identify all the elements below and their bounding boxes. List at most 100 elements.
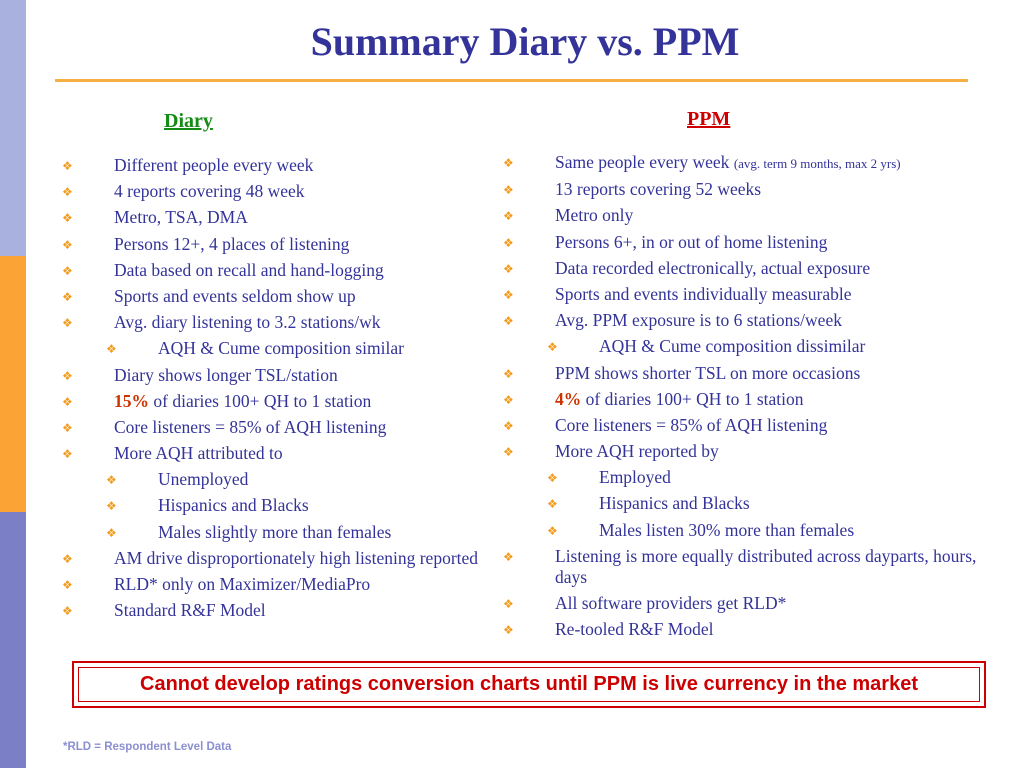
title-underline-rule	[55, 79, 968, 82]
list-item: ❖ Re-tooled R&F Model	[503, 619, 983, 640]
list-item: ❖ Metro only	[503, 205, 983, 226]
list-item-text: All software providers get RLD*	[555, 593, 787, 613]
list-item-text: 13 reports covering 52 weeks	[555, 179, 762, 200]
diamond-bullet-icon: ❖	[62, 289, 73, 304]
diamond-bullet-icon: ❖	[106, 473, 117, 488]
diamond-bullet-icon: ❖	[503, 287, 514, 302]
list-item-text: Avg. PPM exposure is to 6 stations/week	[555, 310, 842, 331]
diamond-bullet-icon: ❖	[62, 394, 73, 409]
list-item-text: Re-tooled R&F Model	[555, 619, 714, 640]
diamond-bullet-icon: ❖	[62, 185, 73, 200]
diamond-bullet-icon: ❖	[503, 235, 514, 250]
list-item: ❖ Core listeners = 85% of AQH listening	[503, 415, 983, 436]
list-item-text: Core listeners = 85% of AQH listening	[114, 416, 387, 437]
side-decoration-bar-middle	[0, 256, 26, 512]
sub-list-item: ❖ AQH & Cume composition dissimilar	[503, 336, 983, 357]
highlight-percent: 4%	[555, 388, 582, 409]
ppm-column-heading: PPM	[687, 108, 731, 130]
diamond-bullet-icon: ❖	[106, 499, 117, 514]
list-item-text: Hispanics and Blacks	[158, 495, 309, 516]
list-item: ❖ 4% of diaries 100+ QH to 1 station	[503, 389, 983, 410]
list-item: ❖ Standard R&F Model	[62, 600, 502, 621]
list-item-text: More AQH attributed to	[114, 443, 283, 464]
list-item-note: (avg. term 9 months, max 2 yrs)	[733, 156, 901, 171]
list-item: ❖ Sports and events individually measurab…	[503, 284, 983, 305]
diary-bullet-list: ❖ Different people every week ❖ 4 reports c…	[62, 155, 502, 626]
list-item: ❖ Data based on recall and hand-logging	[62, 260, 502, 281]
list-item: ❖ More AQH reported by	[503, 441, 983, 462]
sub-list-item: ❖ Males slightly more than females	[62, 522, 502, 543]
diamond-bullet-icon: ❖	[503, 549, 514, 564]
list-item: ❖ AM drive disproportionately high listen…	[62, 548, 502, 569]
list-item-text: Avg. diary listening to 3.2 stations/wk	[114, 312, 381, 333]
list-item-text: Metro only	[555, 205, 634, 226]
diamond-bullet-icon: ❖	[106, 525, 117, 540]
highlight-percent: 15%	[114, 390, 149, 411]
list-item-text: Different people every week	[114, 155, 314, 175]
list-item-text: More AQH reported by	[555, 441, 719, 462]
sub-list-item: ❖ Hispanics and Blacks	[62, 495, 502, 516]
list-item-text: Core listeners = 85% of AQH listening	[555, 414, 828, 435]
list-item-text: Listening is more equally distributed ac…	[555, 545, 977, 587]
list-item-text: Data based on recall and hand-logging	[114, 259, 384, 280]
list-item-text: AQH & Cume composition dissimilar	[599, 336, 866, 357]
diamond-bullet-icon: ❖	[503, 445, 514, 460]
list-item: ❖ Persons 12+, 4 places of listening	[62, 234, 502, 255]
list-item-text: RLD* only on Maximizer/MediaPro	[114, 574, 371, 594]
diamond-bullet-icon: ❖	[503, 418, 514, 433]
diamond-bullet-icon: ❖	[547, 497, 558, 512]
list-item-text: Diary shows longer TSL/station	[114, 364, 338, 385]
conclusion-banner-text: Cannot develop ratings conversion charts…	[78, 667, 980, 702]
diamond-bullet-icon: ❖	[503, 623, 514, 638]
sub-list-item: ❖ Hispanics and Blacks	[503, 493, 983, 514]
diamond-bullet-icon: ❖	[503, 156, 514, 170]
diamond-bullet-icon: ❖	[62, 551, 73, 566]
sub-list-item: ❖ Males listen 30% more than females	[503, 520, 983, 541]
list-item: ❖ Same people every week (avg. term 9 mon…	[503, 152, 983, 174]
ppm-bullet-list: ❖ Same people every week (avg. term 9 mon…	[503, 152, 983, 645]
list-item-text: AQH & Cume composition similar	[158, 338, 404, 359]
footnote: *RLD = Respondent Level Data	[63, 741, 232, 753]
list-item-text: of diaries 100+ QH to 1 station	[581, 388, 804, 409]
sub-list-item: ❖ AQH & Cume composition similar	[62, 338, 502, 359]
list-item: ❖ Avg. PPM exposure is to 6 stations/week	[503, 310, 983, 331]
diamond-bullet-icon: ❖	[62, 263, 73, 278]
list-item: ❖ All software providers get RLD*	[503, 593, 983, 614]
diamond-bullet-icon: ❖	[62, 420, 73, 435]
diamond-bullet-icon: ❖	[106, 342, 117, 357]
list-item-text: of diaries 100+ QH to 1 station	[149, 390, 372, 411]
diamond-bullet-icon: ❖	[62, 447, 73, 462]
list-item-text: Same people every week	[555, 152, 734, 172]
diamond-bullet-icon: ❖	[62, 604, 73, 619]
list-item-text: AM drive disproportionately high listeni…	[114, 547, 479, 568]
sub-list-item: ❖ Unemployed	[62, 469, 502, 490]
list-item: ❖ Diary shows longer TSL/station	[62, 365, 502, 386]
list-item-text: Males listen 30% more than females	[599, 519, 855, 540]
list-item-text: Hispanics and Blacks	[599, 493, 750, 514]
diamond-bullet-icon: ❖	[62, 368, 73, 383]
diamond-bullet-icon: ❖	[547, 471, 558, 486]
list-item-text: Metro, TSA, DMA	[114, 207, 248, 228]
list-item-text: Persons 12+, 4 places of listening	[114, 233, 350, 254]
side-decoration-bar-top	[0, 0, 26, 256]
list-item: ❖ 13 reports covering 52 weeks	[503, 179, 983, 200]
diamond-bullet-icon: ❖	[503, 209, 514, 224]
list-item: ❖ More AQH attributed to	[62, 443, 502, 464]
list-item: ❖ Persons 6+, in or out of home listening	[503, 232, 983, 253]
diamond-bullet-icon: ❖	[62, 316, 73, 331]
list-item-text: Data recorded electronically, actual exp…	[555, 257, 871, 278]
list-item: ❖ PPM shows shorter TSL on more occasions	[503, 363, 983, 384]
list-item-text: Males slightly more than females	[158, 521, 392, 542]
list-item-text: Persons 6+, in or out of home listening	[555, 231, 828, 252]
list-item: ❖ 15% of diaries 100+ QH to 1 station	[62, 391, 502, 412]
side-decoration-bar-bottom	[0, 512, 26, 768]
list-item-text: Unemployed	[158, 469, 249, 490]
list-item-text: 4 reports covering 48 week	[114, 181, 305, 202]
list-item: ❖ Sports and events seldom show up	[62, 286, 502, 307]
list-item-text: Sports and events seldom show up	[114, 285, 356, 306]
diamond-bullet-icon: ❖	[503, 183, 514, 198]
sub-list-item: ❖ Employed	[503, 467, 983, 488]
diamond-bullet-icon: ❖	[503, 597, 514, 611]
diamond-bullet-icon: ❖	[503, 366, 514, 381]
list-item-text: Employed	[599, 467, 671, 488]
